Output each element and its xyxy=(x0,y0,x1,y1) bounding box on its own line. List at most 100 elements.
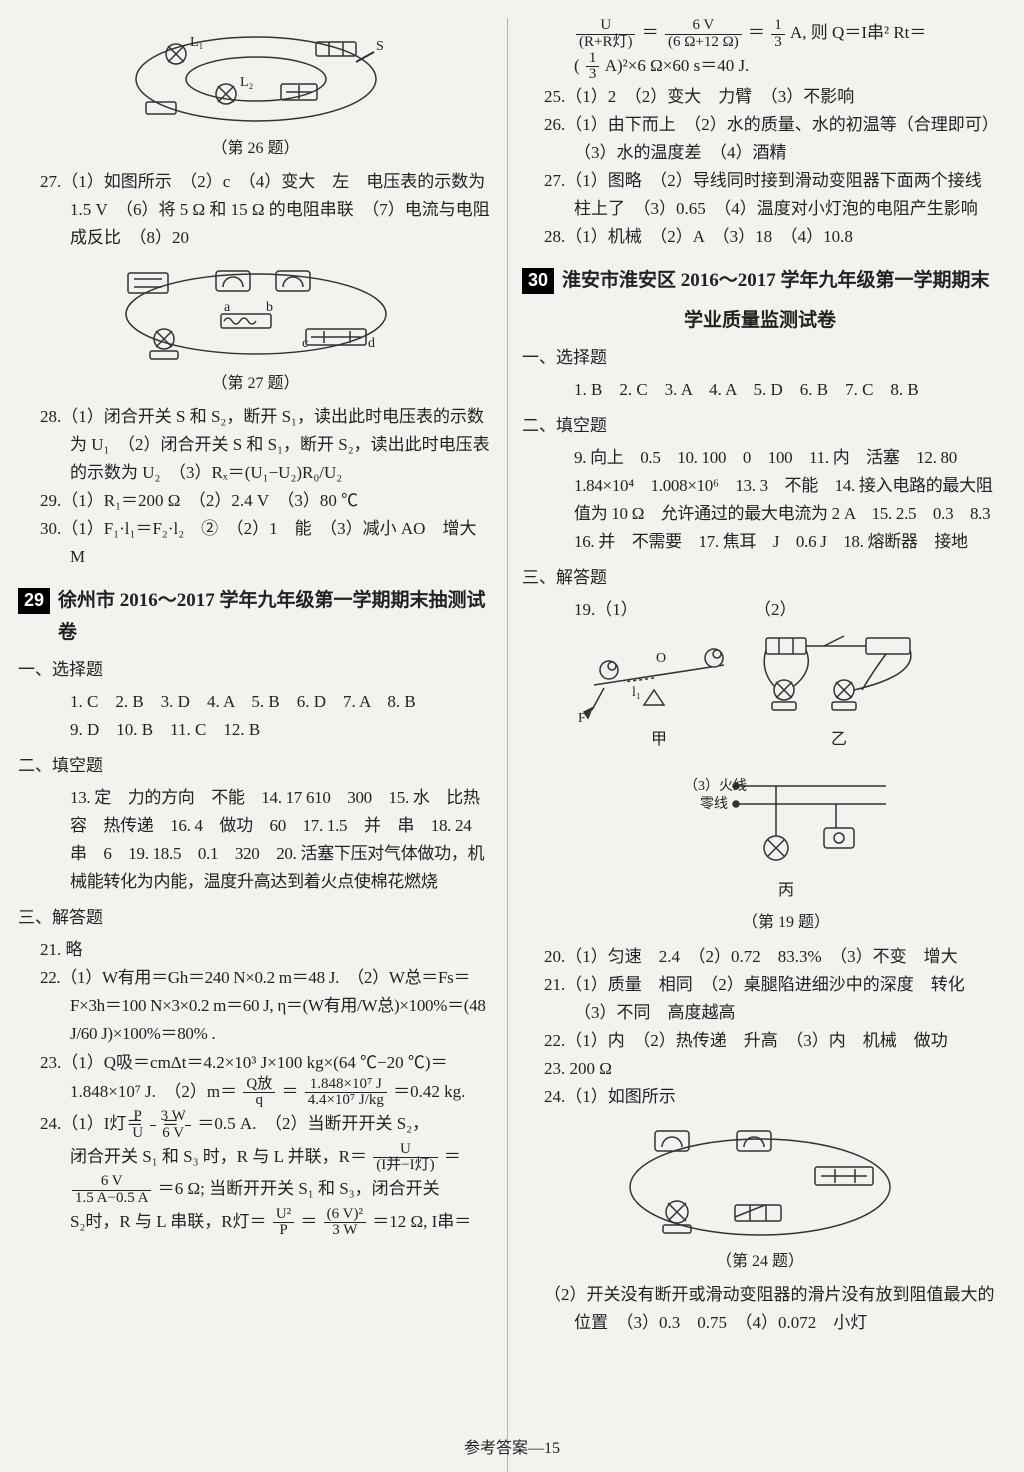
frac-q24-1: PU xyxy=(150,1109,156,1142)
frac-q23-2: 1.848×10⁷ J4.4×10⁷ J/kg xyxy=(305,1077,387,1110)
frac-den: q xyxy=(243,1093,275,1109)
frac-num: U xyxy=(373,1142,437,1159)
figure-19-1: F l₁ O xyxy=(574,630,744,725)
figure-24-caption: （第 24 题） xyxy=(522,1249,998,1275)
section-29-header: 29 徐州市 2016～2017 学年九年级第一学期期末抽测试卷 xyxy=(18,585,493,648)
right-top-line2: ( 13 A)²×6 Ω×60 s＝40 J. xyxy=(522,51,998,84)
answer-22: 22.（1）W有用＝Gh＝240 N×0.2 m＝48 J. （2）W总＝Fs＝… xyxy=(18,964,493,1048)
fig19-jia: 甲 xyxy=(574,727,744,753)
frac-den: (R+R灯) xyxy=(576,35,635,51)
answer-23-d: ＝0.42 kg. xyxy=(393,1082,465,1101)
section-30-title: 淮安市淮安区 2016～2017 学年九年级第一学期期末 xyxy=(562,265,990,296)
frac-q24-5: U²P xyxy=(273,1207,294,1240)
right-sec1-heading: 一、选择题 xyxy=(522,344,998,372)
frac-q23-1: Q放q xyxy=(243,1077,275,1110)
page-footer: 参考答案—15 xyxy=(0,1436,1024,1462)
top2-tail: A)²×6 Ω×60 s＝40 J. xyxy=(605,56,750,75)
figure-19-2 xyxy=(754,630,924,725)
answer-21: 21. 略 xyxy=(18,936,493,964)
answer-24-line3: 6 V1.5 A−0.5 A ＝6 Ω; 当断开开关 S₁ 和 S₃，闭合开关 xyxy=(18,1174,493,1207)
answer-29-left: 29.（1）R₁＝200 Ω （2）2.4 V （3）80 ℃ xyxy=(18,487,493,515)
frac-num: 1 xyxy=(586,51,600,68)
frac-top-1: U(R+R灯) xyxy=(576,18,635,51)
frac-den: (6 Ω+12 Ω) xyxy=(665,35,742,51)
open-paren: ( xyxy=(574,56,584,75)
answer-21-right: 21.（1）质量 相同 （2）桌腿陷进细沙中的深度 转化 （3）不同 高度越高 xyxy=(522,971,998,1027)
figure-27: a b c d xyxy=(106,259,406,369)
answer-27-right: 27.（1）图略 （2）导线同时接到滑动变阻器下面两个接线柱上了 （3）0.65… xyxy=(522,167,998,223)
fig26-label-l2: L₂ xyxy=(240,75,254,90)
frac-den: (I并−I灯) xyxy=(373,1158,437,1174)
figure-26-caption: （第 26 题） xyxy=(18,136,493,162)
frac-num: U xyxy=(576,18,635,35)
q19-row: 19.（1） F l₁ O 甲 xyxy=(522,596,998,759)
q19-label-1: 19.（1） xyxy=(574,600,638,619)
q19-part1: 19.（1） F l₁ O 甲 xyxy=(574,596,744,759)
q24-h: ＝ xyxy=(300,1212,317,1231)
figure-24 xyxy=(615,1117,905,1247)
answer-24-line1: 24.（1）I灯＝ PU ＝ 3 W6 V ＝0.5 A. （2）当断开开关 S… xyxy=(18,1109,493,1142)
q19-part2: （2） 乙 xyxy=(754,596,924,759)
q19-label-2: （2） xyxy=(754,600,797,619)
answer-24b-right: （2）开关没有断开或滑动变阻器的滑片没有放到阻值最大的位置 （3）0.3 0.7… xyxy=(522,1281,998,1337)
answer-22-right: 22.（1）内 （2）热传递 升高 （3）内 机械 做功 xyxy=(522,1027,998,1055)
fig27-label-d: d xyxy=(368,336,375,351)
fig27-label-a: a xyxy=(224,300,231,315)
answer-23-c: ＝ xyxy=(281,1082,298,1101)
answer-23-a: 23.（1）Q吸＝cmΔt＝4.2×10³ J×100 kg×(64 ℃−20 … xyxy=(40,1053,448,1072)
frac-den: 4.4×10⁷ J/kg xyxy=(305,1093,387,1109)
answer-23: 23.（1）Q吸＝cmΔt＝4.2×10³ J×100 kg×(64 ℃−20 … xyxy=(18,1049,493,1077)
top-tail: A, 则 Q＝I串² Rt＝ xyxy=(790,23,926,42)
fig19-3-zero: 零线 xyxy=(700,796,728,812)
right-column: U(R+R灯) ＝ 6 V(6 Ω+12 Ω) ＝ 13 A, 则 Q＝I串² … xyxy=(508,18,998,1472)
frac-q24-2: 3 W6 V xyxy=(185,1109,191,1142)
q24-e: ＝ xyxy=(444,1147,461,1166)
fig19-bing: 丙 xyxy=(574,878,998,904)
section-29-title: 徐州市 2016～2017 学年九年级第一学期期末抽测试卷 xyxy=(58,585,493,648)
frac-q24-3: U(I并−I灯) xyxy=(373,1142,437,1175)
frac-num: U² xyxy=(273,1207,294,1224)
frac-num: 3 W xyxy=(185,1109,191,1126)
frac-den: 3 xyxy=(771,35,785,51)
q24-c: ＝0.5 A. （2）当断开开关 S₂， xyxy=(197,1114,429,1133)
eq2: ＝ xyxy=(748,23,765,42)
answer-20-right: 20.（1）匀速 2.4 （2）0.72 83.3% （3）不变 增大 xyxy=(522,943,998,971)
frac-den: 1.5 A−0.5 A xyxy=(72,1191,151,1207)
figure-27-caption: （第 27 题） xyxy=(18,371,493,397)
answer-23-line2: 1.848×10⁷ J. （2）m＝ Q放q ＝ 1.848×10⁷ J4.4×… xyxy=(18,1077,493,1110)
badge-29: 29 xyxy=(18,588,50,614)
frac-q24-4: 6 V1.5 A−0.5 A xyxy=(72,1174,151,1207)
frac-den: 6 V xyxy=(185,1126,191,1142)
frac-q24-6: (6 V)²3 W xyxy=(324,1207,366,1240)
q24-i: ＝12 Ω, I串＝ xyxy=(372,1212,471,1231)
q24-d: 闭合开关 S₁ 和 S₃ 时，R 与 L 并联，R＝ xyxy=(70,1147,367,1166)
fig26-label-s: S xyxy=(376,39,384,54)
frac-num: (6 V)² xyxy=(324,1207,366,1224)
frac-num: P xyxy=(150,1109,156,1126)
answer-28-left: 28.（1）闭合开关 S 和 S₂，断开 S₁，读出此时电压表的示数为 U₁ （… xyxy=(18,403,493,487)
figure-19-caption: （第 19 题） xyxy=(574,910,998,936)
fig26-label-l1: L₁ xyxy=(190,35,203,50)
frac-top-4: 13 xyxy=(586,51,600,84)
answer-24-line2: 闭合开关 S₁ 和 S₃ 时，R 与 L 并联，R＝ U(I并−I灯) ＝ xyxy=(18,1142,493,1175)
left-sec1-line2: 9. D 10. B 11. C 12. B xyxy=(18,716,493,744)
frac-top-3: 13 xyxy=(771,18,785,51)
frac-top-2: 6 V(6 Ω+12 Ω) xyxy=(665,18,742,51)
page-root: L₁ L₂ S （第 26 题） 27.（1）如图所示 （2）c （4）变大 左… xyxy=(0,0,1024,1472)
frac-den: 3 W xyxy=(324,1223,366,1239)
frac-num: Q放 xyxy=(243,1077,275,1094)
fig19-1-l1: l₁ xyxy=(632,685,641,700)
answer-23-right: 23. 200 Ω xyxy=(522,1055,998,1083)
q19-part3: （3）火线 零线 丙 （第 19 题） xyxy=(522,766,998,937)
answer-23-b: 1.848×10⁷ J. （2）m＝ xyxy=(70,1082,237,1101)
fig19-3-fire: （3）火线 xyxy=(684,778,747,794)
frac-num: 1.848×10⁷ J xyxy=(305,1077,387,1094)
answer-28-right: 28.（1）机械 （2）A （3）18 （4）10.8 xyxy=(522,223,998,251)
right-sec1-line1: 1. B 2. C 3. A 4. A 5. D 6. B 7. C 8. B xyxy=(522,376,998,404)
q24-f: ＝6 Ω; 当断开开关 S₁ 和 S₃，闭合开关 xyxy=(158,1179,440,1198)
frac-den: U xyxy=(150,1126,156,1142)
left-sec1-line1: 1. C 2. B 3. D 4. A 5. B 6. D 7. A 8. B xyxy=(18,688,493,716)
right-sec2-heading: 二、填空题 xyxy=(522,412,998,440)
answer-26-right: 26.（1）由下而上 （2）水的质量、水的初温等（合理即可） （3）水的温度差 … xyxy=(522,111,998,167)
fig27-label-c: c xyxy=(302,336,308,351)
